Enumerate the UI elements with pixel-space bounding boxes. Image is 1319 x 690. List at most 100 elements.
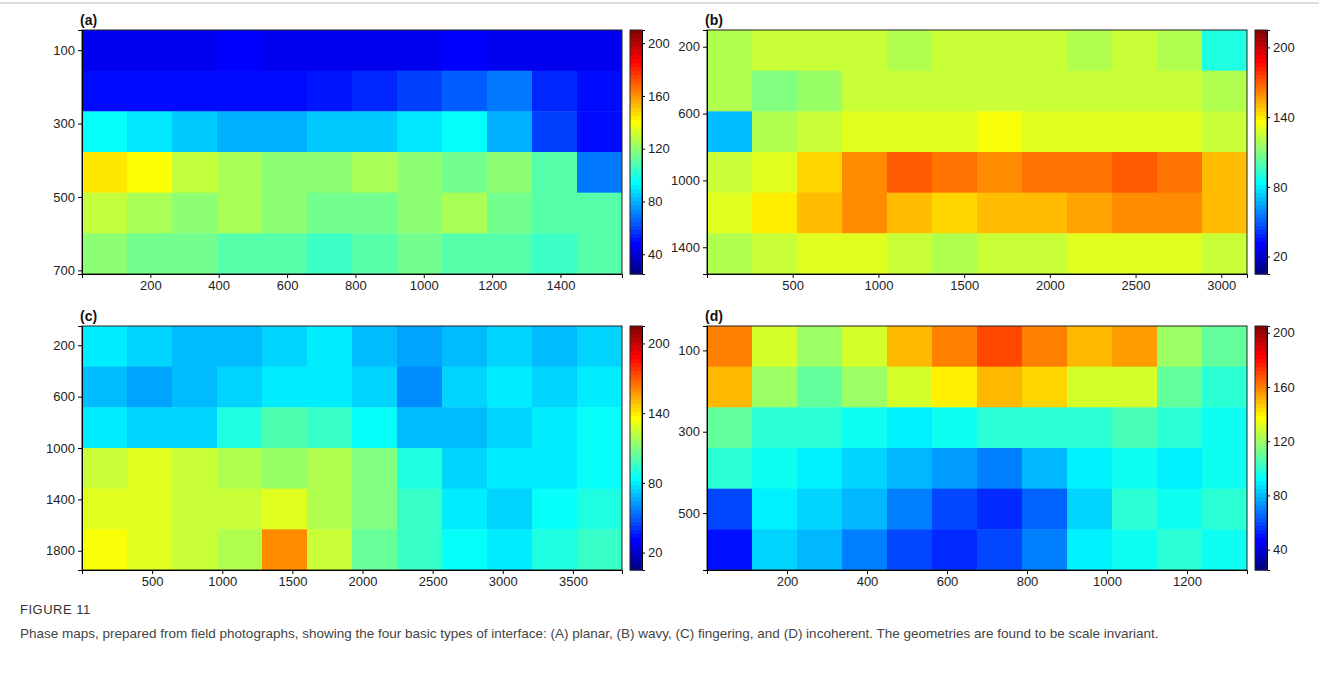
tick: 1500: [278, 570, 307, 589]
colorbar-swatch: [630, 517, 642, 522]
cell: [797, 407, 843, 448]
colorbar-swatch: [630, 460, 642, 465]
colorbar-swatch: [630, 115, 642, 120]
cell: [1112, 529, 1158, 570]
colorbar-swatch: [1255, 136, 1267, 141]
cell: [1067, 326, 1113, 367]
axis-line: [1268, 327, 1271, 571]
cell: [842, 30, 888, 71]
colorbar-swatch: [630, 558, 642, 563]
cell: [887, 326, 933, 367]
cell: [82, 111, 128, 152]
cell: [352, 326, 398, 367]
cell: [797, 233, 843, 274]
colorbar-swatch: [1255, 250, 1267, 255]
cell: [752, 193, 798, 234]
cell: [82, 407, 128, 448]
cell: [977, 152, 1023, 193]
cell: [1112, 193, 1158, 234]
axis-line: [78, 327, 83, 571]
colorbar-swatch: [1255, 505, 1267, 510]
cell: [977, 233, 1023, 274]
colorbar-swatch: [1255, 330, 1267, 335]
cell: [1067, 233, 1113, 274]
cell: [172, 367, 218, 408]
colorbar-swatch: [630, 436, 642, 441]
cell: [217, 30, 263, 71]
cell: [217, 326, 263, 367]
colorbar-swatch: [630, 58, 642, 63]
colorbar-swatch: [1255, 481, 1267, 486]
colorbar: 4080120160200: [630, 30, 670, 275]
cell: [127, 111, 173, 152]
cell: [707, 152, 753, 193]
cell: [127, 489, 173, 530]
tick-label: 1000: [46, 441, 75, 456]
colorbar-swatch: [630, 529, 642, 534]
cell: [977, 71, 1023, 112]
tick: 1000: [46, 441, 82, 456]
tick: 120: [1267, 434, 1295, 449]
cell: [842, 193, 888, 234]
cell: [487, 30, 533, 71]
cell: [1157, 529, 1203, 570]
tick: 500: [678, 506, 707, 521]
tick-mark: [703, 350, 707, 351]
colorbar-swatch: [630, 444, 642, 449]
tick: 1200: [1173, 570, 1202, 589]
cell: [977, 326, 1023, 367]
cell: [172, 71, 218, 112]
colorbar-swatch: [1255, 75, 1267, 80]
colorbar-swatch: [630, 79, 642, 84]
colorbar-swatch: [1255, 164, 1267, 169]
colorbar-swatch: [630, 468, 642, 473]
cell: [1067, 448, 1113, 489]
cell: [1067, 489, 1113, 530]
tick-label: 1500: [950, 278, 979, 293]
tick: 200: [678, 39, 707, 54]
colorbar-swatch: [1255, 509, 1267, 514]
cell: [262, 367, 308, 408]
cell: [932, 30, 978, 71]
tick-label: 200: [648, 36, 670, 51]
cell: [577, 193, 622, 234]
colorbar-swatch: [630, 342, 642, 347]
cell: [442, 489, 488, 530]
cell: [262, 193, 308, 234]
colorbar-swatch: [1255, 379, 1267, 384]
tick-mark: [78, 50, 82, 51]
colorbar-swatch: [1255, 424, 1267, 429]
colorbar-swatch: [1255, 554, 1267, 559]
tick-label: 100: [678, 343, 700, 358]
colorbar-swatch: [630, 481, 642, 486]
colorbar-swatch: [630, 383, 642, 388]
colorbar-swatch: [1255, 338, 1267, 343]
colorbar-swatch: [630, 363, 642, 368]
colorbar-swatch: [1255, 185, 1267, 190]
colorbar-swatch: [630, 103, 642, 108]
tick-label: 1000: [208, 574, 237, 589]
colorbar-swatch: [630, 440, 642, 445]
cell: [887, 193, 933, 234]
colorbar-swatch: [1255, 225, 1267, 230]
tick: 3500: [559, 570, 588, 589]
colorbar-swatch: [1255, 448, 1267, 453]
tick-mark: [78, 345, 82, 346]
colorbar: 2080140200: [630, 326, 670, 571]
colorbar-swatch: [1255, 436, 1267, 441]
colorbar-swatch: [1255, 111, 1267, 116]
colorbar-swatch: [630, 464, 642, 469]
cell: [977, 448, 1023, 489]
axis-line: [1268, 31, 1271, 275]
colorbar-swatch: [1255, 464, 1267, 469]
cell: [127, 367, 173, 408]
tick-label: 600: [53, 389, 75, 404]
tick: 1000: [208, 570, 237, 589]
colorbar-swatch: [1255, 229, 1267, 234]
figure-label: FIGURE 11: [20, 602, 91, 617]
cell: [217, 111, 263, 152]
colorbar-swatch: [630, 407, 642, 412]
cell: [172, 152, 218, 193]
colorbar-swatch: [1255, 375, 1267, 380]
colorbar-swatch: [1255, 148, 1267, 153]
